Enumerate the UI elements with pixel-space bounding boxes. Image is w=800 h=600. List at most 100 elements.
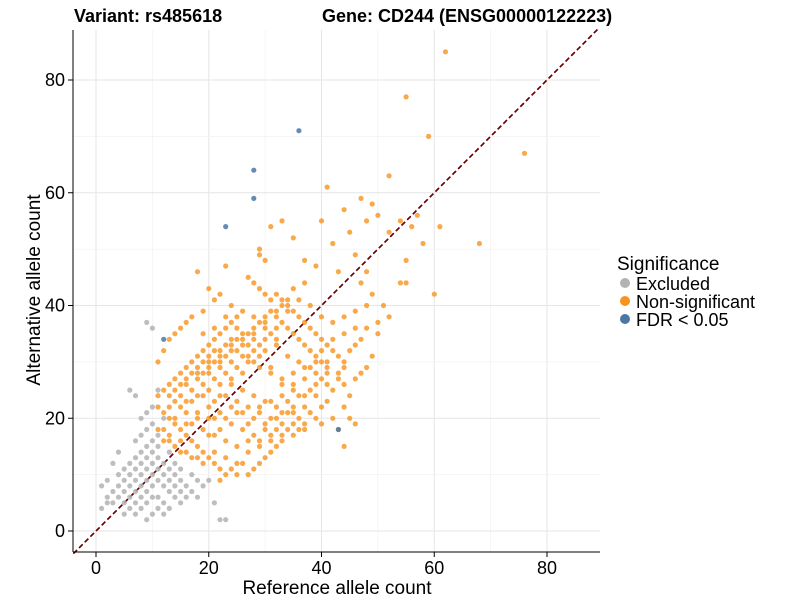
point-non-significant (240, 308, 246, 314)
point-non-significant (262, 348, 268, 354)
point-non-significant (183, 319, 189, 325)
point-non-significant (234, 325, 240, 331)
point-non-significant (290, 421, 296, 427)
point-non-significant (166, 336, 172, 342)
point-non-significant (279, 319, 285, 325)
point-non-significant (217, 426, 223, 433)
point-non-significant (183, 376, 189, 382)
point-non-significant (302, 319, 308, 325)
point-non-significant (397, 218, 403, 224)
point-non-significant (183, 432, 189, 438)
point-non-significant (386, 314, 392, 320)
point-non-significant (262, 325, 268, 331)
point-non-significant (369, 291, 375, 297)
point-non-significant (347, 415, 353, 421)
point-non-significant (268, 308, 274, 314)
point-non-significant (341, 443, 347, 449)
point-excluded (132, 393, 139, 399)
point-excluded (138, 505, 144, 511)
point-non-significant (183, 398, 189, 404)
point-non-significant (251, 331, 257, 337)
point-non-significant (223, 438, 229, 444)
point-non-significant (290, 286, 296, 292)
point-non-significant (194, 353, 201, 359)
point-non-significant (211, 325, 217, 331)
point-excluded (166, 505, 172, 511)
point-non-significant (285, 426, 291, 433)
point-non-significant (178, 426, 184, 433)
point-non-significant (251, 336, 257, 342)
point-non-significant (211, 376, 217, 382)
point-non-significant (273, 342, 279, 348)
point-non-significant (240, 426, 246, 433)
point-non-significant (268, 364, 274, 371)
point-non-significant (223, 263, 229, 269)
point-non-significant (352, 308, 358, 314)
point-non-significant (194, 415, 201, 421)
point-non-significant (223, 455, 229, 461)
point-non-significant (256, 404, 263, 410)
point-non-significant (206, 432, 212, 438)
point-non-significant (358, 280, 364, 286)
point-non-significant (166, 404, 172, 410)
point-non-significant (431, 291, 437, 297)
point-non-significant (324, 364, 330, 371)
point-non-significant (268, 331, 274, 337)
point-non-significant (330, 319, 336, 325)
point-non-significant (206, 364, 212, 371)
point-non-significant (223, 393, 229, 399)
point-excluded (144, 410, 150, 416)
point-non-significant (240, 353, 246, 359)
point-excluded (132, 455, 139, 461)
point-non-significant (251, 359, 257, 365)
point-non-significant (256, 410, 263, 416)
point-non-significant (318, 421, 325, 427)
point-non-significant (335, 370, 341, 376)
point-non-significant (375, 212, 381, 218)
point-non-significant (172, 376, 178, 382)
point-excluded (217, 517, 223, 523)
point-non-significant (364, 269, 370, 275)
point-non-significant (206, 353, 212, 359)
point-non-significant (318, 336, 325, 342)
point-non-significant (380, 302, 387, 309)
point-non-significant (302, 426, 308, 433)
point-non-significant (256, 252, 263, 258)
point-excluded (104, 477, 110, 483)
point-non-significant (256, 353, 263, 359)
point-non-significant (172, 398, 178, 404)
point-non-significant (172, 387, 178, 393)
point-non-significant (172, 443, 178, 449)
point-non-significant (273, 314, 279, 320)
point-fdr-0-05 (335, 426, 341, 433)
point-non-significant (268, 297, 274, 303)
point-non-significant (313, 353, 319, 359)
point-excluded (132, 511, 139, 517)
point-non-significant (335, 269, 341, 275)
point-non-significant (211, 297, 217, 303)
point-non-significant (240, 387, 246, 393)
point-non-significant (364, 302, 370, 309)
legend: Significance Excluded Non-significant FD… (617, 254, 755, 330)
point-non-significant (262, 421, 268, 427)
point-non-significant (200, 308, 206, 314)
point-non-significant (273, 336, 279, 342)
point-non-significant (341, 331, 347, 337)
point-non-significant (290, 404, 296, 410)
point-non-significant (414, 212, 420, 218)
point-non-significant (307, 410, 313, 416)
point-non-significant (352, 342, 358, 348)
point-non-significant (330, 240, 336, 247)
point-excluded (132, 477, 139, 483)
point-non-significant (256, 342, 263, 348)
point-non-significant (364, 325, 370, 331)
point-non-significant (262, 291, 268, 297)
point-excluded (138, 483, 144, 489)
point-non-significant (245, 274, 251, 280)
point-fdr-0-05 (251, 195, 257, 201)
point-non-significant (262, 257, 268, 263)
point-excluded (138, 460, 144, 466)
point-non-significant (279, 410, 285, 416)
point-non-significant (240, 331, 246, 337)
